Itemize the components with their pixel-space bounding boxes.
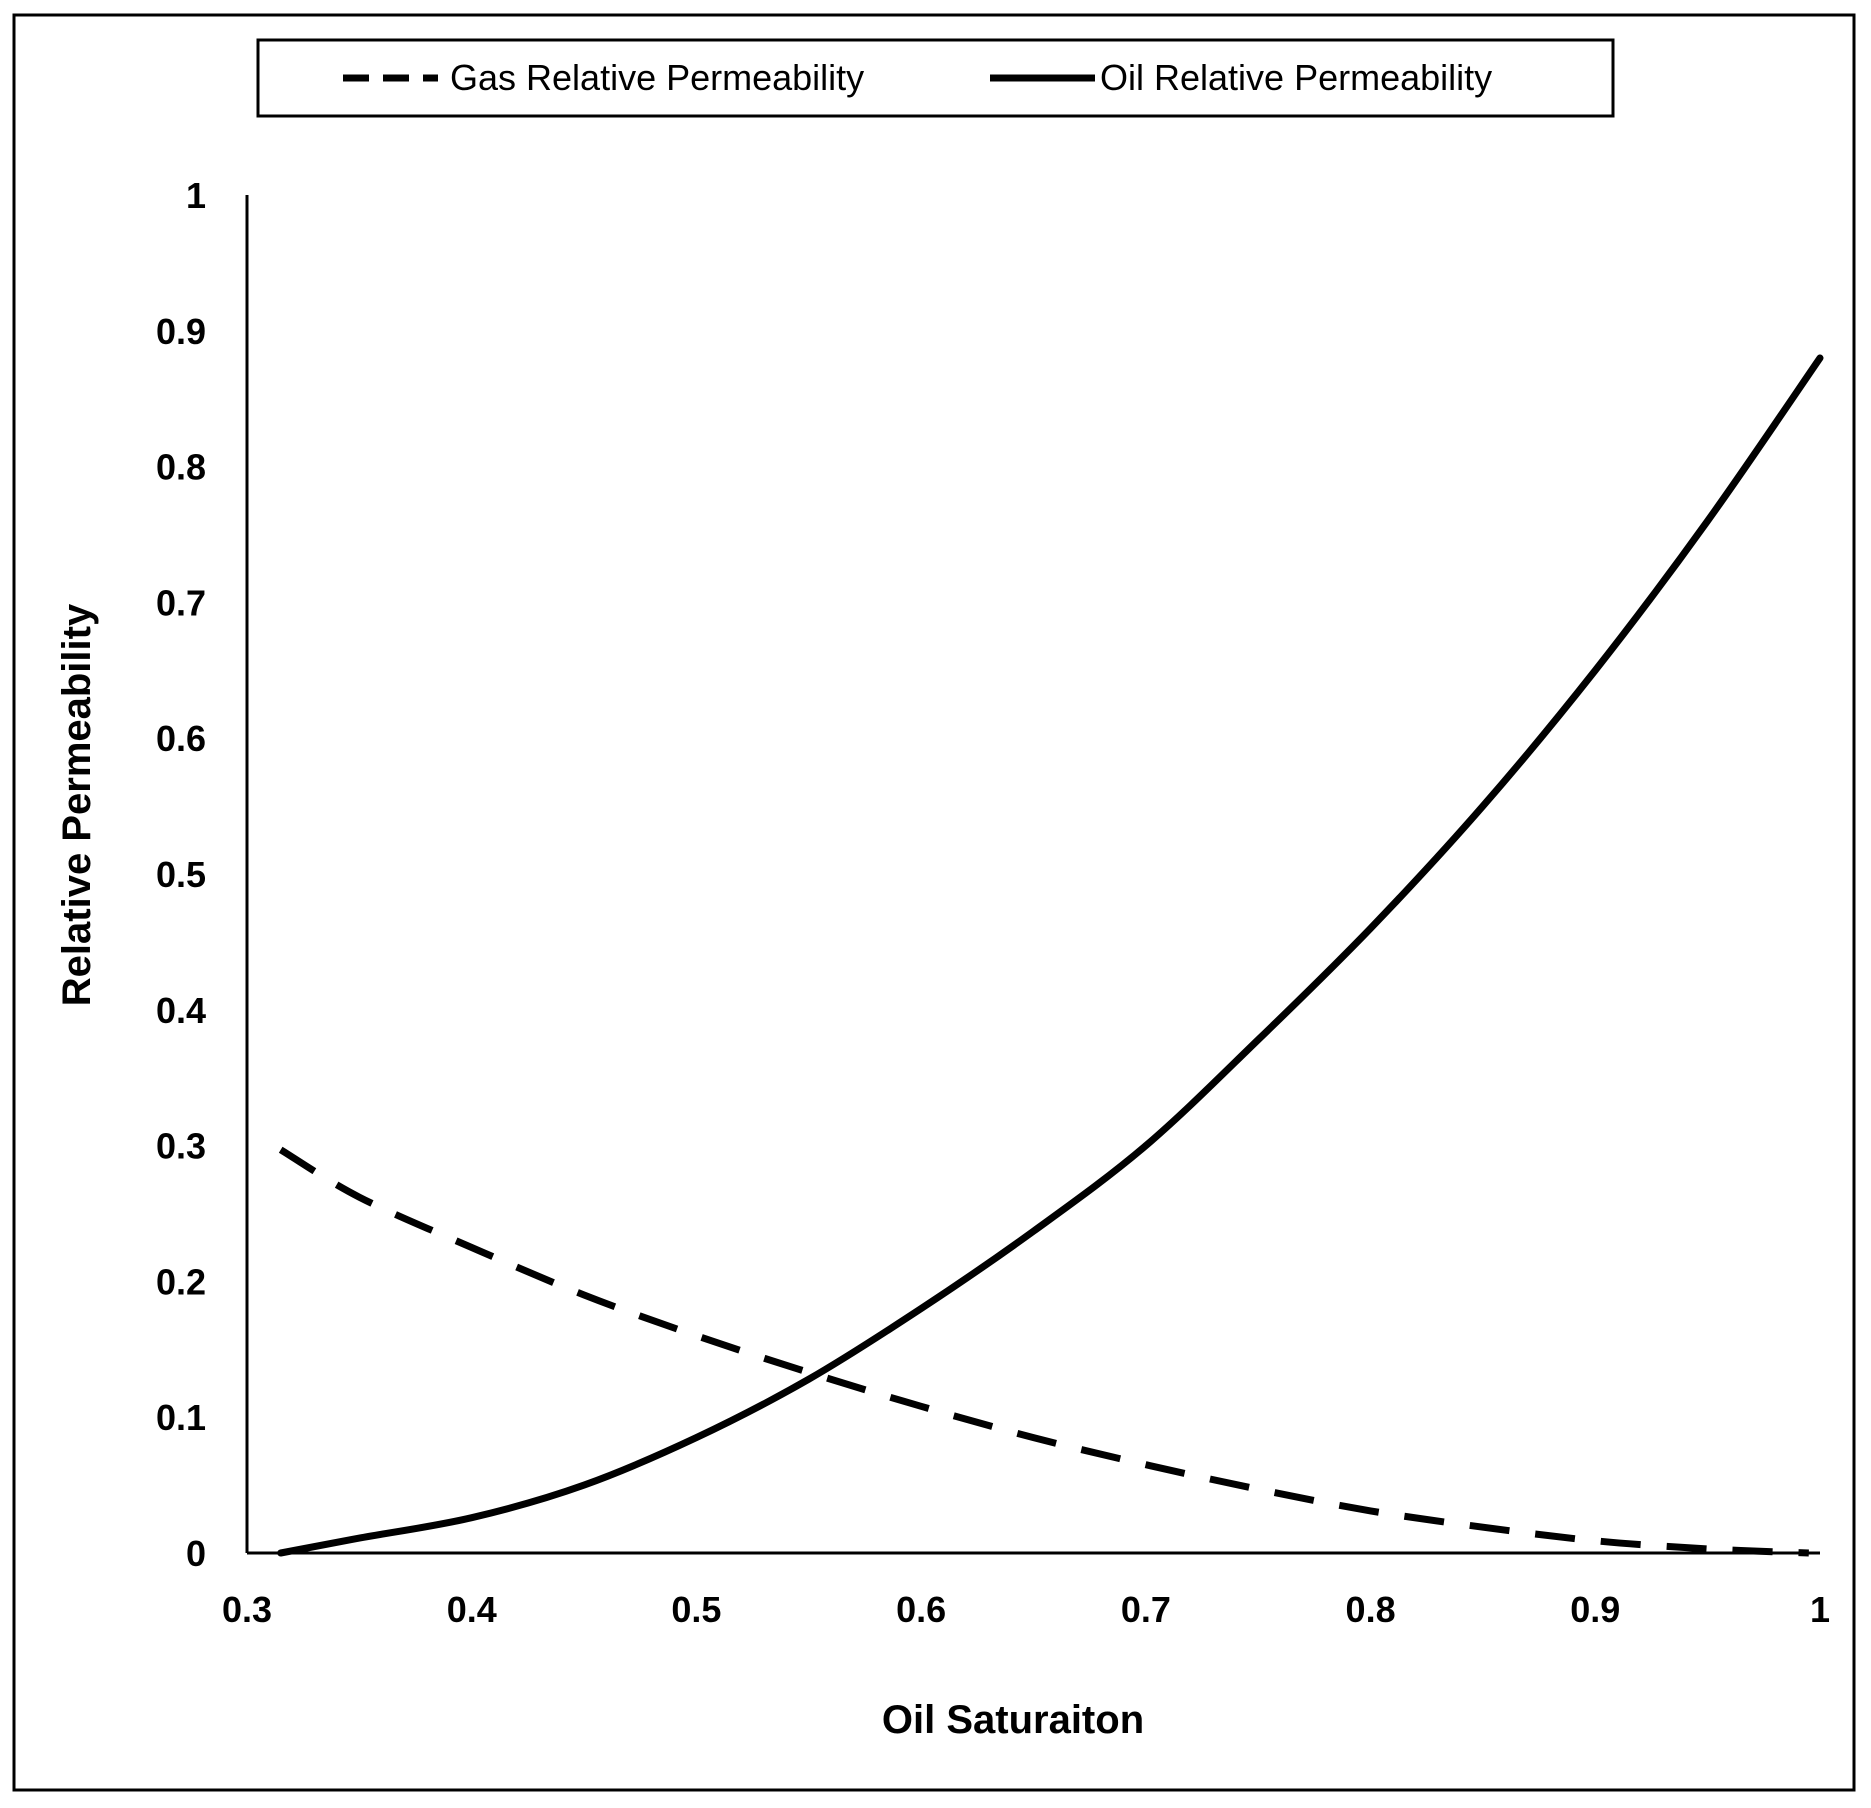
y-tick-label: 0.5 [156, 854, 206, 895]
y-tick-label: 0.7 [156, 582, 206, 623]
y-tick-label: 0.2 [156, 1261, 206, 1302]
x-tick-label: 1 [1810, 1589, 1830, 1630]
legend-label-gas: Gas Relative Permeability [450, 57, 864, 98]
y-tick-labels: 0 0.1 0.2 0.3 0.4 0.5 0.6 0.7 0.8 0.9 1 [156, 175, 206, 1574]
y-tick-label: 0.8 [156, 447, 206, 488]
x-tick-labels: 0.3 0.4 0.5 0.6 0.7 0.8 0.9 1 [222, 1589, 1830, 1630]
y-tick-label: 1 [186, 175, 206, 216]
x-tick-label: 0.6 [896, 1589, 946, 1630]
legend-box [256, 38, 1615, 118]
y-tick-label: 0.1 [156, 1397, 206, 1438]
y-tick-label: 0.3 [156, 1126, 206, 1167]
legend: Gas Relative Permeability Oil Relative P… [256, 38, 1615, 118]
x-tick-label: 0.3 [222, 1589, 272, 1630]
y-axis-title: Relative Permeability [55, 603, 99, 1006]
legend-label-oil: Oil Relative Permeability [1100, 57, 1492, 98]
y-tick-label: 0.9 [156, 311, 206, 352]
x-axis-title: Oil Saturaiton [882, 1698, 1144, 1742]
x-tick-label: 0.4 [447, 1589, 497, 1630]
chart-border [12, 13, 1856, 1792]
x-tick-label: 0.5 [671, 1589, 721, 1630]
y-tick-label: 0 [186, 1533, 206, 1574]
gas-permeability-line [278, 1146, 1809, 1557]
x-tick-label: 0.7 [1121, 1589, 1171, 1630]
y-tick-label: 0.4 [156, 990, 206, 1031]
oil-permeability-line [277, 354, 1824, 1557]
x-tick-label: 0.8 [1346, 1589, 1396, 1630]
series-layer [277, 354, 1824, 1557]
y-tick-label: 0.6 [156, 718, 206, 759]
x-tick-label: 0.9 [1570, 1589, 1620, 1630]
